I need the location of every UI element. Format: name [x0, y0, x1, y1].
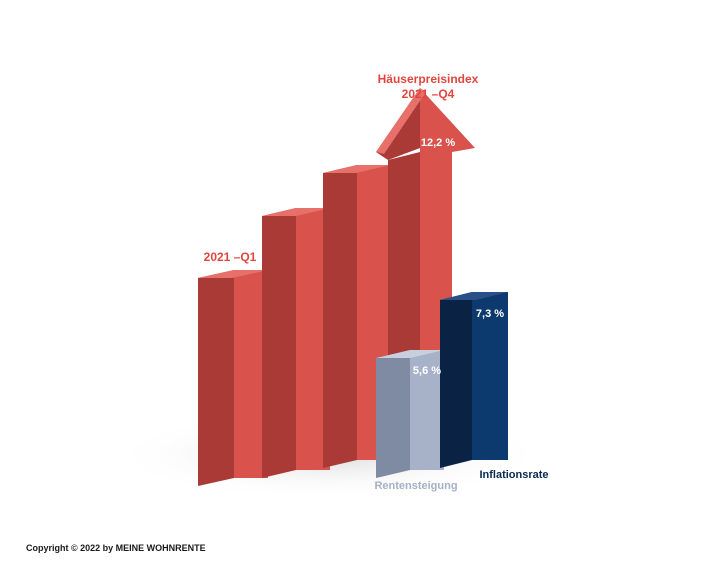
- bar-pension: [376, 350, 444, 478]
- bar-house-price-2-top: [262, 208, 330, 216]
- bar-house-price-1-side: [198, 270, 234, 486]
- data-label-inflation: 7,3 %: [476, 308, 504, 320]
- bar-inflation-top: [440, 292, 508, 300]
- bar-inflation: [440, 292, 508, 468]
- bar-pension-side: [376, 350, 410, 478]
- label-rentensteigung: Rentensteigung: [374, 480, 457, 492]
- label-house-price-index: Häuserpreisindex: [378, 72, 479, 86]
- bar-house-price-1-top: [198, 270, 268, 278]
- copyright-text: Copyright © 2022 by MEINE WOHNRENTE: [26, 543, 206, 553]
- label-2021-q1: 2021 –Q1: [204, 250, 257, 264]
- bar-house-price-1-front: [234, 270, 268, 478]
- label-2021-q4: 2021 –Q4: [402, 87, 455, 101]
- bar-inflation-front: [472, 292, 508, 460]
- bar-pension-top: [376, 350, 444, 358]
- bar-house-price-2-front: [296, 208, 330, 470]
- data-label-house-price: 12,2 %: [421, 137, 455, 149]
- arrow-head-front: [420, 88, 475, 152]
- bar-house-price-1: [198, 270, 268, 486]
- bar-house-price-3-top: [323, 165, 390, 173]
- bar-pension-front: [410, 350, 444, 470]
- arrow-head-top: [376, 88, 426, 154]
- label-inflationsrate: Inflationsrate: [479, 469, 548, 481]
- bar-house-price-2-side: [262, 208, 296, 478]
- data-label-pension: 5,6 %: [413, 365, 441, 377]
- bar-house-price-3-side: [323, 165, 357, 468]
- bar-inflation-side: [440, 292, 472, 468]
- bar-house-price-2: [262, 208, 330, 478]
